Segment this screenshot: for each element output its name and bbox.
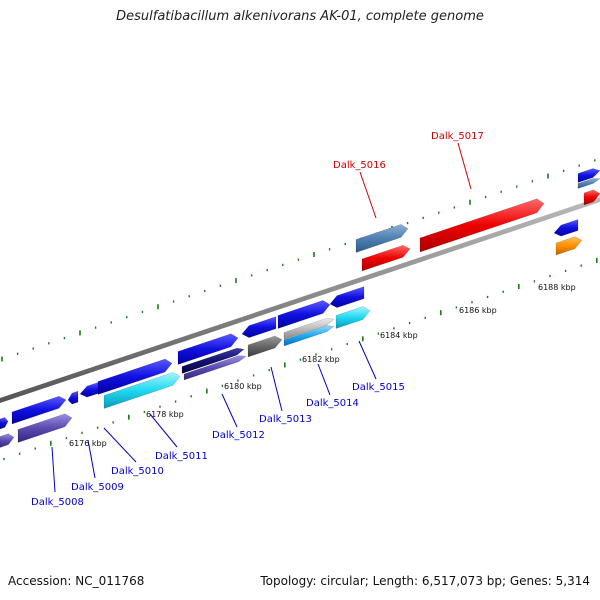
scale-label: 6188 kbp: [538, 283, 576, 292]
gene-arrow-dalk-5013[interactable]: [247, 335, 283, 358]
scale-label: 6178 kbp: [146, 410, 184, 419]
gene-arrow-dalk-5016[interactable]: [355, 224, 409, 253]
gene-arrow[interactable]: [0, 417, 9, 430]
gene-arrow[interactable]: [577, 178, 600, 189]
scale-label: 6180 kbp: [224, 382, 262, 391]
scale-label: 6186 kbp: [459, 306, 497, 315]
scale-label: 6176 kbp: [69, 439, 107, 448]
gene-arrow[interactable]: [283, 317, 335, 340]
scale-label: 6182 kbp: [302, 355, 340, 364]
tick-marks: [1, 159, 598, 461]
gene-label-dalk-5015[interactable]: Dalk_5015: [352, 382, 405, 393]
gene-label-dalk-5012[interactable]: Dalk_5012: [212, 430, 265, 441]
scale-labels: 6176 kbp 6178 kbp 6180 kbp 6182 kbp 6184…: [69, 283, 576, 448]
gene-labels: Dalk_5008 Dalk_5009 Dalk_5010 Dalk_5011 …: [31, 131, 484, 508]
genome-backbone: [0, 197, 600, 403]
gene-label-dalk-5014[interactable]: Dalk_5014: [306, 398, 359, 409]
gene-arrow-dalk-5014[interactable]: [283, 325, 335, 347]
gene-arrow[interactable]: [577, 168, 600, 183]
leader-line: [103, 427, 137, 463]
gene-arrow[interactable]: [177, 333, 239, 365]
gene-arrow-dalk-5017[interactable]: [419, 198, 545, 253]
gene-label-dalk-5016[interactable]: Dalk_5016: [333, 160, 386, 171]
gene-arrow[interactable]: [329, 286, 365, 308]
gene-arrow-dalk-5008[interactable]: [17, 413, 73, 443]
gene-label-dalk-5009[interactable]: Dalk_5009: [71, 482, 124, 493]
gene-arrow[interactable]: [583, 189, 600, 206]
leader-line: [457, 142, 472, 190]
gene-label-dalk-5008[interactable]: Dalk_5008: [31, 497, 84, 508]
gene-arrow-dalk-5015[interactable]: [335, 306, 371, 329]
gene-arrow[interactable]: [361, 244, 411, 272]
map-title: Desulfatibacillum alkenivorans AK-01, co…: [116, 9, 484, 24]
scale-label: 6184 kbp: [380, 331, 418, 340]
gene-arrow[interactable]: [79, 382, 99, 398]
genome-summary-text: Topology: circular; Length: 6,517,073 bp…: [260, 574, 590, 588]
gene-arrow[interactable]: [11, 395, 67, 425]
leader-line: [87, 439, 96, 479]
leader-line: [317, 363, 331, 396]
label-leader-lines: [51, 142, 472, 493]
gene-arrow[interactable]: [277, 300, 331, 329]
gene-label-dalk-5017[interactable]: Dalk_5017: [431, 131, 484, 142]
gene-arrow[interactable]: [97, 358, 173, 395]
leader-line: [270, 366, 283, 412]
leader-line: [359, 171, 377, 219]
gene-arrow[interactable]: [183, 355, 247, 381]
gene-arrow[interactable]: [67, 390, 79, 405]
gene-features: [0, 168, 600, 448]
gene-label-dalk-5011[interactable]: Dalk_5011: [155, 451, 208, 462]
gene-label-dalk-5010[interactable]: Dalk_5010: [111, 466, 164, 477]
gene-arrow-dalk-5011[interactable]: [103, 372, 181, 409]
gene-arrow[interactable]: [553, 219, 579, 237]
accession-text: Accession: NC_011768: [8, 574, 145, 588]
leader-line: [149, 413, 178, 448]
gene-arrow[interactable]: [555, 236, 583, 256]
leader-line: [358, 340, 377, 380]
leader-line: [221, 393, 238, 428]
gene-label-dalk-5013[interactable]: Dalk_5013: [259, 414, 312, 425]
leader-line: [51, 446, 56, 493]
gene-arrow[interactable]: [241, 316, 277, 338]
gene-arrow-dalk-5012[interactable]: [181, 347, 245, 374]
gene-arrow[interactable]: [0, 433, 15, 448]
